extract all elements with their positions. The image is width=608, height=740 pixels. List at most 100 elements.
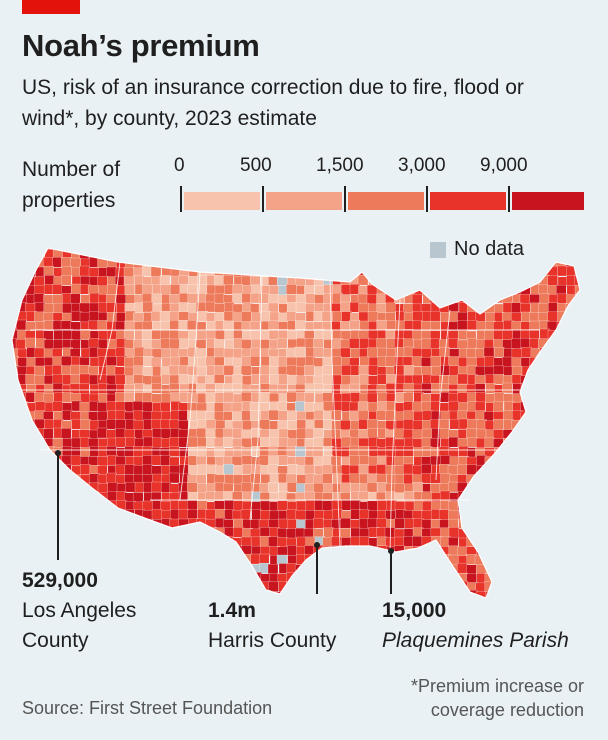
county-cell (430, 338, 441, 349)
county-cell (215, 508, 226, 520)
county-cell (296, 428, 307, 440)
county-cell (268, 265, 279, 277)
county-cell (170, 536, 181, 547)
county-cell (17, 492, 28, 503)
county-cell (530, 545, 541, 557)
county-cell (502, 518, 513, 529)
county-cell (395, 555, 406, 566)
county-cell (70, 293, 81, 304)
county-cell (322, 473, 333, 484)
county-cell (492, 248, 504, 260)
county-cell (412, 563, 424, 575)
county-cell (366, 419, 378, 430)
county-cell (151, 339, 162, 350)
county-cell (421, 348, 432, 359)
county-cell (35, 248, 46, 250)
county-cell (196, 544, 207, 556)
county-cell (125, 481, 136, 493)
county-cell (71, 474, 82, 485)
county-cell (277, 257, 288, 268)
county-cell (386, 274, 398, 286)
county-cell (358, 311, 370, 323)
county-cell (556, 482, 567, 494)
county-cell (402, 274, 414, 286)
county-cell (332, 365, 343, 376)
county-cell (457, 258, 468, 269)
county-cell (278, 437, 289, 448)
county-cell (88, 536, 99, 548)
county-cell (341, 248, 352, 259)
county-cell (520, 429, 531, 440)
annotation-value: 15,000 (382, 599, 447, 622)
county-cell (17, 455, 28, 466)
county-cell (575, 330, 580, 341)
county-cell (278, 374, 289, 385)
county-cell (115, 294, 127, 305)
county-cell (12, 464, 18, 475)
county-cell (242, 375, 253, 387)
county-cell (116, 248, 127, 250)
county-cell (529, 365, 540, 377)
county-cell (286, 581, 297, 593)
county-cell (107, 518, 118, 529)
county-cell (106, 365, 117, 376)
county-cell (70, 455, 82, 466)
county-cell (412, 311, 423, 322)
county-cell (349, 571, 361, 583)
county-cell (79, 373, 90, 385)
county-cell (431, 581, 442, 592)
county-cell (376, 518, 388, 529)
county-cell (537, 536, 549, 547)
county-cell (142, 455, 153, 466)
county-cell (12, 545, 18, 557)
county-cell (574, 374, 580, 386)
county-cell (12, 554, 18, 565)
county-cell (377, 374, 388, 385)
los-angeles-marker (55, 450, 61, 456)
county-cell (521, 465, 532, 476)
county-cell (331, 573, 343, 584)
county-cell (341, 257, 352, 269)
county-cell (340, 482, 351, 493)
county-cell (439, 294, 450, 305)
county-cell (403, 419, 414, 430)
county-cell (142, 284, 153, 295)
county-cell (195, 474, 207, 485)
county-cell (529, 329, 540, 340)
county-cell (142, 590, 153, 598)
legend-swatch-4 (430, 192, 506, 210)
county-cell (448, 384, 459, 395)
county-cell (124, 527, 135, 538)
county-cell (321, 464, 333, 475)
county-cell (557, 383, 568, 394)
county-cell (224, 563, 235, 574)
county-cell (367, 347, 378, 358)
county-cell (323, 527, 334, 538)
county-cell (197, 446, 208, 457)
legend-tick-line (262, 186, 264, 212)
county-cell (467, 283, 478, 295)
county-cell (485, 528, 496, 540)
county-cell (34, 555, 45, 567)
county-cell (12, 501, 18, 512)
county-cell (466, 428, 477, 439)
county-cell (133, 374, 144, 385)
county-cell (214, 582, 225, 593)
county-cell (179, 572, 190, 583)
county-cell (62, 510, 73, 521)
county-cell (574, 446, 580, 457)
county-cell (583, 376, 593, 386)
county-cell (574, 257, 580, 269)
county-cell (80, 545, 91, 556)
county-cell (313, 427, 324, 439)
county-cell (34, 365, 45, 377)
county-cell (35, 535, 46, 547)
county-cell (43, 428, 54, 439)
county-cell (12, 303, 18, 314)
county-cell (340, 347, 351, 359)
county-cell (233, 329, 244, 340)
county-cell (548, 465, 560, 476)
county-cell (358, 248, 370, 250)
county-cell (269, 437, 280, 448)
county-cell (223, 275, 234, 286)
